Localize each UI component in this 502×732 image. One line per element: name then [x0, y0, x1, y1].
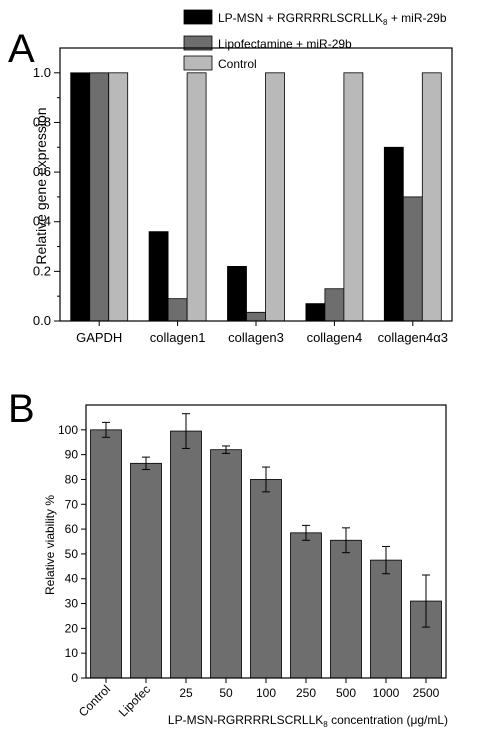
bar-collagen1-series-2 [167, 298, 188, 322]
panel-b-x-axis-label: LP-MSN-RGRRRRLSCRLLK8 concentration (μg/… [168, 713, 448, 729]
bar-collagen4-series-2 [324, 288, 345, 322]
panel-a: A Relative gene expression LP-MSN + RGRR… [8, 9, 453, 345]
bar-25 [170, 430, 202, 679]
panel-a-plot-area: 0.0 0.2 0.4 0.6 0.8 1.0 GAPDH collagen1 collagen… [33, 47, 453, 345]
bar-1000 [370, 559, 402, 679]
bar-250 [290, 532, 322, 679]
y-tick-label: 90 [65, 448, 79, 462]
x-tick-label: 500 [336, 686, 356, 700]
y-tick-label: 80 [65, 472, 79, 486]
bar-gapdh-series-3 [108, 72, 129, 322]
bar-gapdh-series-1 [70, 72, 91, 322]
legend-swatch-3 [183, 55, 213, 71]
panel-a-label: A [8, 27, 35, 71]
bar-gapdh-series-2 [89, 72, 110, 322]
legend-swatch-1 [183, 9, 213, 25]
bar-collagen3-series-1 [227, 265, 247, 322]
y-tick-label: 0.4 [33, 214, 51, 229]
panel-a-y-axis-label: Relative gene expression [33, 107, 49, 264]
bar-lipofec [130, 462, 162, 679]
y-tick-label: 0 [71, 671, 78, 685]
x-tick-label: 1000 [373, 686, 400, 700]
x-tick-label: GAPDH [76, 330, 122, 345]
bar-collagen4-series-1 [305, 303, 326, 322]
bar-collagen1-series-3 [186, 72, 207, 322]
bar-collagen43-series-1 [383, 146, 404, 322]
x-tick-label: collagen4 [307, 330, 363, 345]
x-tick-label: 250 [296, 686, 316, 700]
legend-label-3: Control [218, 57, 257, 71]
y-tick-label: 50 [65, 547, 79, 561]
y-tick-label: 30 [65, 597, 79, 611]
panel-b-plot-area: 0 10 20 30 40 50 60 70 80 90 100 Control Lipofec 25 50… [58, 404, 447, 719]
y-tick-label: 0.8 [33, 114, 51, 129]
y-tick-label: 20 [65, 621, 79, 635]
legend-label-1: LP-MSN + RGRRRRLSCRLLK8 + miR-29b [218, 11, 447, 27]
panel-a-legend: LP-MSN + RGRRRRLSCRLLK8 + miR-29b Lipofec… [183, 9, 447, 71]
y-tick-label: 60 [65, 522, 79, 536]
x-tick-label: collagen1 [150, 330, 206, 345]
y-tick-label: 100 [58, 423, 78, 437]
y-tick-label: 0.2 [33, 263, 51, 278]
bar-50 [210, 449, 242, 679]
x-tick-label: 100 [256, 686, 276, 700]
panel-b: B Relative viability % LP-MSN-RGRRRRLSCR… [8, 387, 448, 729]
legend-swatch-2 [183, 35, 213, 51]
y-tick-label: 10 [65, 646, 79, 660]
y-tick-label: 0.6 [33, 164, 51, 179]
x-tick-label: collagen4α3 [378, 330, 448, 345]
y-tick-label: 40 [65, 572, 79, 586]
y-tick-label: 0.0 [33, 313, 51, 328]
panel-b-label: B [8, 387, 35, 431]
legend-label-2: Lipofectamine + miR-29b [218, 37, 352, 51]
panel-b-y-axis-label: Relative viability % [43, 495, 57, 595]
x-tick-label: 2500 [413, 686, 440, 700]
x-tick-label: collagen3 [228, 330, 284, 345]
y-tick-label: 70 [65, 497, 79, 511]
bar-500 [330, 539, 362, 679]
bar-collagen43-series-2 [402, 196, 423, 322]
bar-collagen4-series-3 [343, 72, 364, 322]
bar-control [90, 429, 122, 679]
bar-collagen3-series-3 [265, 72, 285, 322]
bar-collagen3-series-2 [246, 311, 266, 322]
x-tick-label: 50 [219, 686, 233, 700]
x-tick-label: Lipofec [116, 682, 153, 719]
bar-collagen43-series-3 [421, 72, 442, 322]
x-tick-label: Control [76, 682, 113, 719]
bar-100 [250, 479, 282, 679]
x-tick-label: 25 [179, 686, 193, 700]
y-tick-label: 1.0 [33, 65, 51, 80]
bar-collagen1-series-1 [148, 231, 169, 322]
